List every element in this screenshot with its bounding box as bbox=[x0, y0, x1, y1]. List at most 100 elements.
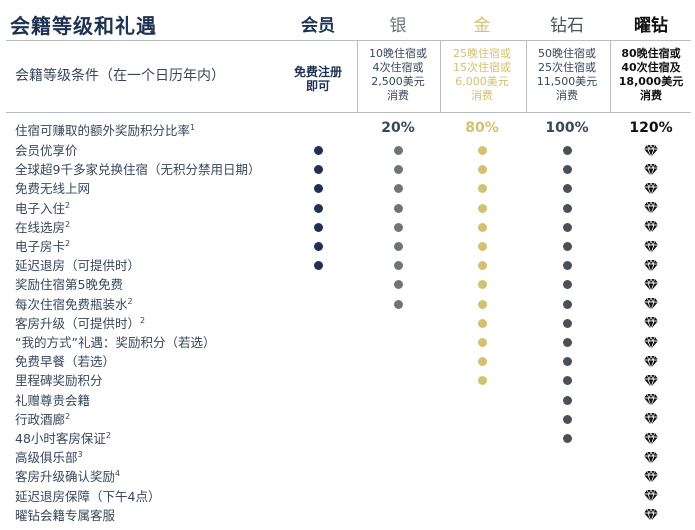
footnote-mark: 3 bbox=[77, 450, 83, 460]
benefit-text: 在线选房 bbox=[15, 219, 66, 235]
benefit-row-label: “我的方式”礼遇：奖励积分（若选） bbox=[15, 333, 215, 352]
benefit-dot-silver bbox=[393, 299, 403, 309]
diamond-icon bbox=[644, 221, 658, 234]
benefit-text: 会员优享价 bbox=[15, 143, 78, 158]
tier-condition-member: 免费注册 即可 bbox=[293, 65, 342, 93]
header-divider bbox=[6, 40, 691, 41]
benefit-dot-diamond bbox=[562, 280, 572, 290]
benefit-row-label: 客房升级确认奖励4 bbox=[15, 467, 120, 486]
column-divider bbox=[526, 40, 527, 112]
diamond-icon bbox=[644, 336, 658, 349]
benefit-row-label: 会员优享价 bbox=[15, 141, 78, 160]
diamond-icon bbox=[644, 394, 658, 407]
benefit-dot-silver bbox=[393, 222, 403, 232]
diamond-icon bbox=[644, 259, 658, 272]
benefit-row-label: 免费无线上网 bbox=[15, 179, 90, 198]
benefit-dot-silver bbox=[393, 280, 403, 290]
diamond-icon bbox=[644, 432, 658, 445]
benefit-dot-diamond bbox=[562, 203, 572, 213]
benefit-row-label: 高级俱乐部3 bbox=[15, 448, 83, 467]
benefit-dot-gold bbox=[477, 299, 487, 309]
benefit-dot-diamond bbox=[562, 146, 572, 155]
tier-header-member: 会员 bbox=[301, 16, 335, 36]
benefit-dot-diamond bbox=[562, 376, 572, 386]
benefit-dot-gold bbox=[477, 318, 487, 328]
benefit-dot-diamond bbox=[562, 242, 572, 251]
footnote-mark: 2 bbox=[65, 238, 71, 248]
benefit-dot-diamond bbox=[562, 414, 572, 424]
footnote-mark: 2 bbox=[65, 200, 71, 210]
footnote-mark: 2 bbox=[65, 219, 71, 229]
diamond-icon bbox=[644, 278, 658, 291]
column-divider bbox=[357, 40, 358, 112]
benefit-row-label: 每次住宿免费瓶装水2 bbox=[15, 295, 133, 314]
diamond-icon bbox=[644, 451, 658, 464]
benefit-dot-diamond bbox=[562, 357, 572, 367]
benefit-dot-gold bbox=[477, 242, 487, 251]
benefit-text: 电子房卡 bbox=[15, 239, 66, 254]
benefit-dot-silver bbox=[393, 203, 403, 213]
benefit-dot-member bbox=[313, 261, 323, 271]
benefit-text: 客房升级（可提供时） bbox=[15, 315, 141, 331]
benefit-text: 电子入住 bbox=[15, 200, 66, 216]
benefit-row-label: 在线选房2 bbox=[15, 218, 70, 237]
benefit-row-label: 延迟退房保障（下午4点） bbox=[15, 487, 160, 506]
benefit-row-label: 48小时客房保证2 bbox=[15, 429, 111, 448]
column-divider bbox=[610, 40, 611, 112]
benefit-dot-diamond bbox=[562, 395, 572, 405]
diamond-icon bbox=[644, 144, 658, 157]
diamond-icon bbox=[644, 509, 658, 522]
tier-condition-gold: 25晚住宿或 15次住宿或 6,000美元 消费 bbox=[453, 47, 511, 102]
benefit-text: 行政酒廊 bbox=[15, 411, 66, 427]
tier-header-diamond: 钻石 bbox=[550, 16, 584, 36]
benefit-dot-silver bbox=[393, 165, 403, 175]
benefit-dot-gold bbox=[477, 146, 487, 155]
benefit-row-label: 电子房卡2 bbox=[15, 237, 70, 256]
benefit-dot-gold bbox=[477, 261, 487, 271]
benefit-dot-gold bbox=[477, 357, 487, 367]
benefit-dot-diamond bbox=[562, 222, 572, 232]
diamond-icon bbox=[644, 374, 658, 387]
benefit-dot-gold bbox=[477, 222, 487, 232]
benefit-text: 高级俱乐部 bbox=[15, 450, 78, 466]
condition-divider bbox=[6, 112, 691, 113]
benefit-row-label: 曜钻会籍专属客服 bbox=[15, 506, 115, 525]
diamond-icon bbox=[644, 202, 658, 215]
benefit-row-label: 里程碑奖励积分 bbox=[15, 371, 103, 390]
benefit-dot-silver bbox=[393, 184, 403, 194]
benefit-dot-diamond bbox=[562, 261, 572, 271]
benefit-text: 每次住宿免费瓶装水 bbox=[15, 296, 128, 312]
benefit-dot-silver bbox=[393, 242, 403, 251]
tier-rate-silver: 20% bbox=[381, 120, 415, 136]
benefit-text: 里程碑奖励积分 bbox=[15, 373, 103, 389]
benefit-dot-diamond bbox=[562, 434, 572, 443]
benefit-row-label: 电子入住2 bbox=[15, 199, 70, 218]
tier-condition-lightspeed: 80晚住宿或 40次住宿及 18,000美元 消费 bbox=[618, 47, 684, 102]
footnote-mark: 2 bbox=[105, 430, 111, 440]
benefit-dot-member bbox=[313, 146, 323, 155]
footnote-mark: 2 bbox=[127, 296, 133, 306]
footnote-mark: 1 bbox=[190, 122, 196, 132]
rate-row-label: 住宿可赚取的额外奖励积分比率1 bbox=[15, 121, 195, 140]
benefit-dot-silver bbox=[393, 261, 403, 271]
benefit-dot-member bbox=[313, 184, 323, 194]
diamond-icon bbox=[644, 355, 658, 368]
benefit-row-label: 全球超9千多家兑换住宿（无积分禁用日期） bbox=[15, 160, 260, 179]
benefit-text: 礼赠尊贵会籍 bbox=[15, 392, 91, 408]
footnote-mark: 2 bbox=[65, 411, 71, 421]
benefit-dot-gold bbox=[477, 165, 487, 175]
diamond-icon bbox=[644, 182, 658, 195]
benefit-dot-diamond bbox=[562, 165, 572, 175]
tier-condition-silver: 10晚住宿或 4次住宿或 2,500美元 消费 bbox=[369, 47, 427, 102]
benefit-dot-diamond bbox=[562, 318, 572, 328]
benefit-dot-gold bbox=[477, 338, 487, 347]
benefit-dot-diamond bbox=[562, 184, 572, 194]
benefit-text: 延迟退房保障（下午4点） bbox=[15, 488, 161, 504]
diamond-icon bbox=[644, 413, 658, 426]
benefit-row-label: 奖励住宿第5晚免费 bbox=[15, 275, 123, 294]
rate-row-text: 住宿可赚取的额外奖励积分比率 bbox=[15, 123, 191, 138]
benefit-dot-member bbox=[313, 222, 323, 232]
benefit-dot-diamond bbox=[562, 338, 572, 347]
benefit-text: 48小时客房保证 bbox=[15, 431, 106, 446]
benefit-dot-member bbox=[313, 203, 323, 213]
